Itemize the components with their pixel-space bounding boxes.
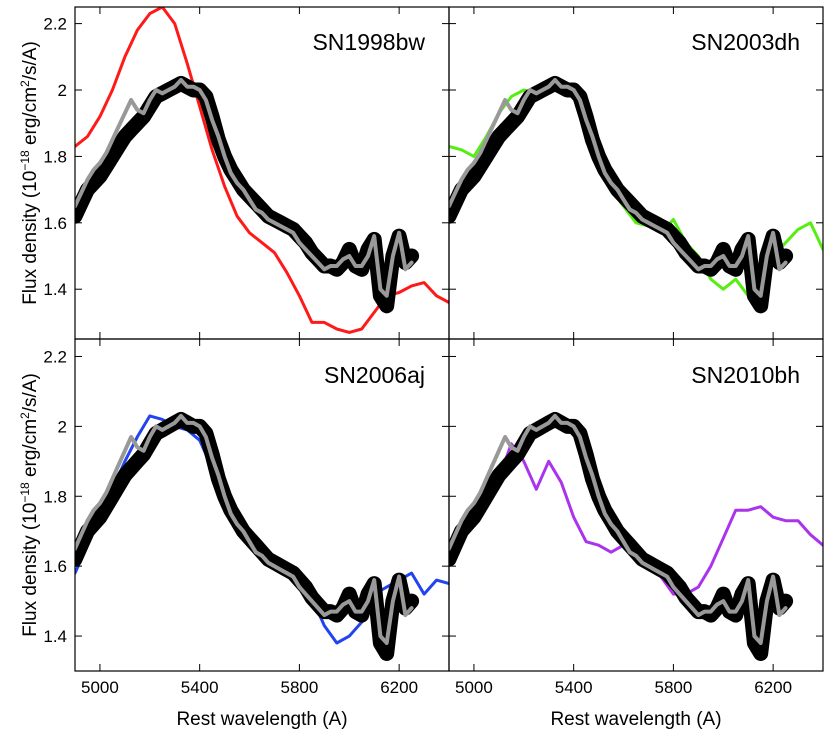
tick-group: 5000 5400 5800 6200 [449, 339, 823, 697]
panel-top-left: SN1998bw 1.4 1.6 1.8 2 2.2 [43, 6, 450, 340]
y-tick-label: 2 [58, 417, 67, 436]
y-tick-label: 2.2 [43, 347, 67, 366]
series-group [449, 411, 823, 661]
panel-title: SN2006aj [324, 362, 425, 388]
x-tick-label: 6200 [380, 678, 418, 697]
x-tick-label: 5000 [455, 678, 493, 697]
series-group [75, 411, 449, 661]
y-tick-label: 2 [58, 81, 67, 100]
series-group [75, 7, 449, 334]
tick-group: 5000 5400 5800 6200 1.4 1.6 1.8 2 2.2 [43, 339, 449, 697]
observed-spectrum-band [75, 75, 420, 314]
model-spectrum-line [75, 413, 414, 645]
panel-title: SN1998bw [312, 29, 425, 55]
y-tick-label: 2.2 [43, 15, 67, 34]
observed-spectrum-band [449, 411, 794, 661]
panel-title: SN2003dh [691, 29, 800, 55]
model-spectrum-line [449, 413, 788, 645]
y-tick-label: 1.4 [43, 627, 67, 646]
x-axis-title-right: Rest wavelength (A) [550, 709, 721, 730]
x-axis-title-left: Rest wavelength (A) [176, 709, 347, 730]
y-tick-label: 1.8 [43, 487, 67, 506]
y-tick-label: 1.6 [43, 557, 67, 576]
x-tick-label: 5400 [555, 678, 593, 697]
panel-bottom-right: SN2010bh 5000 5400 5800 6200 [448, 338, 824, 697]
observed-spectrum-band [449, 75, 794, 314]
y-tick-label: 1.8 [43, 147, 67, 166]
model-spectrum-line [75, 78, 414, 298]
y-tick-label: 1.4 [43, 280, 67, 299]
y-tick-label: 1.6 [43, 214, 67, 233]
panel-bottom-left: SN2006aj 5000 5400 5800 6200 1.4 1.6 1.8 2 2.2 [43, 338, 450, 697]
x-tick-label: 5400 [181, 678, 219, 697]
tick-group [449, 7, 823, 339]
x-tick-label: 6200 [754, 678, 792, 697]
y-axis-title-top: Flux density (10−18 erg/cm2/s/A) [18, 41, 41, 305]
series-group [449, 75, 823, 314]
x-tick-label: 5800 [654, 678, 692, 697]
panel-title: SN2010bh [691, 362, 800, 388]
tick-group: 1.4 1.6 1.8 2 2.2 [43, 7, 449, 339]
observed-spectrum-band [75, 411, 420, 661]
x-tick-label: 5000 [81, 678, 119, 697]
x-tick-label: 5800 [280, 678, 318, 697]
y-axis-title-bottom: Flux density (10−18 erg/cm2/s/A) [18, 373, 41, 637]
panel-top-right: SN2003dh [448, 6, 824, 340]
panel-frame [448, 338, 824, 672]
model-spectrum-line [449, 78, 788, 298]
